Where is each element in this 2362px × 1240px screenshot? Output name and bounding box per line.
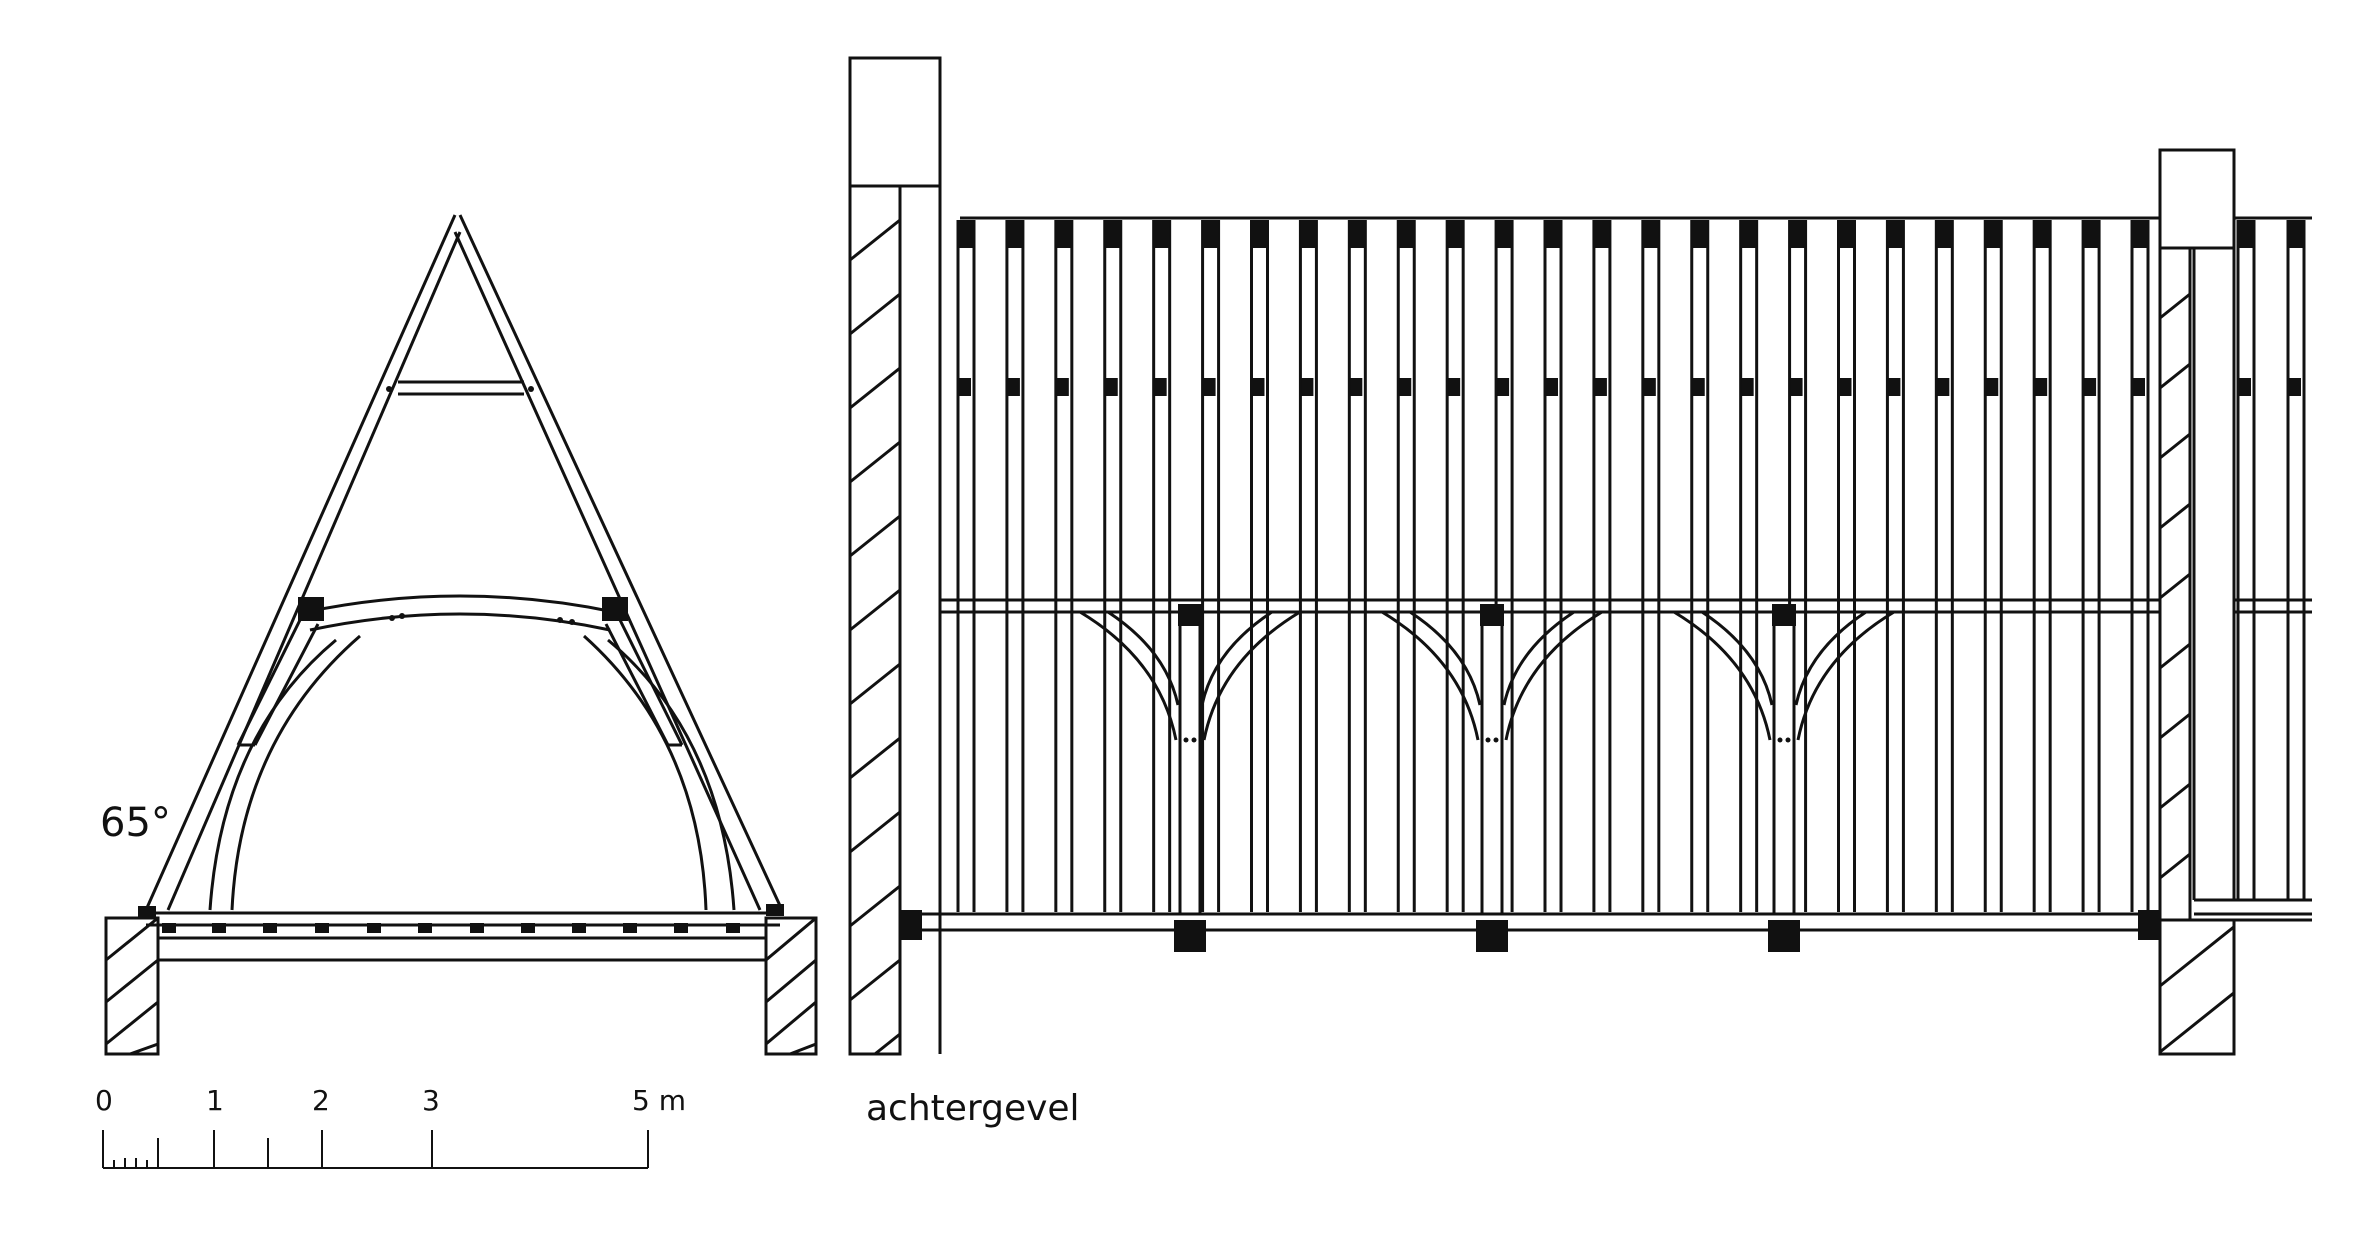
joist-ends [162,923,740,933]
truss [1673,604,1895,952]
hatch-line [2160,292,2190,320]
roof-angle-label: 65° [100,800,171,846]
hatch-line [850,292,900,336]
hatch-line [850,218,900,262]
rafter [1592,220,1612,912]
hatch-line [850,736,900,780]
rafter [1690,220,1710,912]
rafter [1885,220,1905,912]
rafter [1396,220,1416,912]
hatch-line [850,366,900,410]
rafter [1837,220,1856,912]
rafter [1347,220,1367,912]
hatch-line [850,514,900,558]
hatch-line [850,440,900,484]
scale-label-0: 0 [95,1084,113,1117]
gable-wall-left [848,184,902,1056]
rafter [1739,220,1759,912]
rafter [1201,220,1221,912]
hatch-line [850,810,900,854]
rafter [1445,220,1465,912]
truss [1079,604,1301,952]
rafter [2130,220,2150,912]
scale-label-5m: 5 m [632,1084,686,1117]
hatch-line [2160,782,2190,810]
hatch-line [2160,432,2190,460]
gable-post-left [848,56,942,1054]
hatch-line [850,662,900,706]
hatch-line [2160,852,2190,880]
rafter [1983,220,2003,912]
gable-wall-right [2158,246,2236,1118]
hatch-line [2160,925,2234,988]
left-wall [104,916,160,1056]
hatch-line [2160,712,2190,740]
hatch-line [2160,991,2234,1054]
rafter [1298,220,1318,912]
rafter [2286,220,2306,900]
hatch-line [850,588,900,632]
rafter [2236,220,2256,900]
rafter [2032,220,2052,912]
gable-post-right [2158,148,2236,900]
truss [1381,604,1603,952]
cross-section: 65° [100,214,818,1056]
rafter [1934,220,1954,912]
rafter [1788,220,1808,912]
arched-collar [208,594,736,911]
hatch-line [2160,1059,2234,1118]
hatch-line [2160,502,2190,530]
principal-rafters [138,214,784,918]
hatch-line [2160,362,2190,390]
scale-label-3: 3 [422,1084,440,1117]
scale-label-1: 1 [206,1084,224,1117]
scale-bar: 0 1 2 3 5 m [95,1084,686,1169]
elevation-label: achtergevel [866,1088,1080,1129]
rafter [2081,220,2101,912]
rafter [1054,220,1074,912]
rafter [1152,220,1172,912]
rafter [956,220,976,912]
rafter [1543,220,1563,912]
right-wall [764,916,818,1056]
rafter [1250,220,1269,912]
hatch-line [2160,642,2190,670]
collar-beam [386,380,534,396]
tie-beam [146,911,780,1054]
scale-label-2: 2 [312,1084,330,1117]
hatch-line [872,1032,900,1054]
longitudinal-elevation: achtergevel [848,56,2312,1129]
hatch-line [2160,572,2190,600]
hatch-line [850,958,900,1002]
rafter [1641,220,1661,912]
hatch-line [850,884,900,928]
rafter [1103,220,1123,912]
rafter [1005,220,1025,912]
sill-blocks [900,910,2160,940]
rafters [956,220,2306,912]
roof-plates [904,216,2312,932]
truss-posts [1079,604,1895,952]
